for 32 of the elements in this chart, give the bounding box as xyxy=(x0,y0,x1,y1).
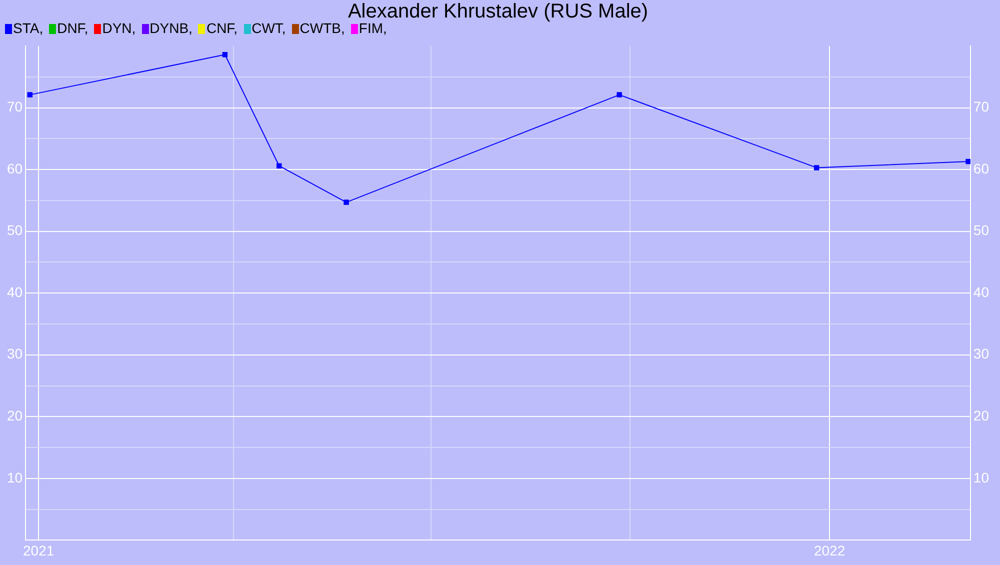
chart-title: Alexander Khrustalev (RUS Male) xyxy=(348,0,648,23)
y-tick-label: 20 xyxy=(6,408,23,424)
y2-tick-label: 10 xyxy=(973,469,990,486)
legend-label: DYN, xyxy=(102,20,136,36)
x-tick-label: 2022 xyxy=(814,542,846,558)
legend-label: CWTB, xyxy=(300,20,345,36)
point xyxy=(966,158,970,164)
y-tick-label: 70 xyxy=(6,98,23,115)
point xyxy=(276,163,282,168)
y2-tick-label: 60 xyxy=(973,160,990,176)
point xyxy=(616,92,622,98)
y-tick-label: 30 xyxy=(6,346,23,362)
legend-label: CNF, xyxy=(206,20,238,36)
y-tick-label: 10 xyxy=(6,469,23,486)
legend-label: FIM, xyxy=(358,20,387,36)
legend-label: STA, xyxy=(13,20,44,36)
y2-tick-label: 20 xyxy=(973,408,990,424)
y-tick-label: 50 xyxy=(6,222,23,238)
point xyxy=(27,92,33,98)
y2-tick-label: 40 xyxy=(973,284,990,300)
x-tick-label: 2021 xyxy=(22,542,54,558)
y2-tick-label: 70 xyxy=(973,98,990,115)
y2-tick-label: 50 xyxy=(973,222,990,238)
legend-label: DYNB, xyxy=(150,20,192,36)
y2-tick-label: 30 xyxy=(973,346,990,362)
point xyxy=(344,200,349,205)
y-tick-label: 60 xyxy=(6,160,23,176)
point xyxy=(814,165,820,170)
y-tick-label: 40 xyxy=(6,284,23,300)
point xyxy=(222,52,228,58)
legend-label: CWT, xyxy=(252,20,286,36)
legend-label: DNF, xyxy=(57,20,88,36)
